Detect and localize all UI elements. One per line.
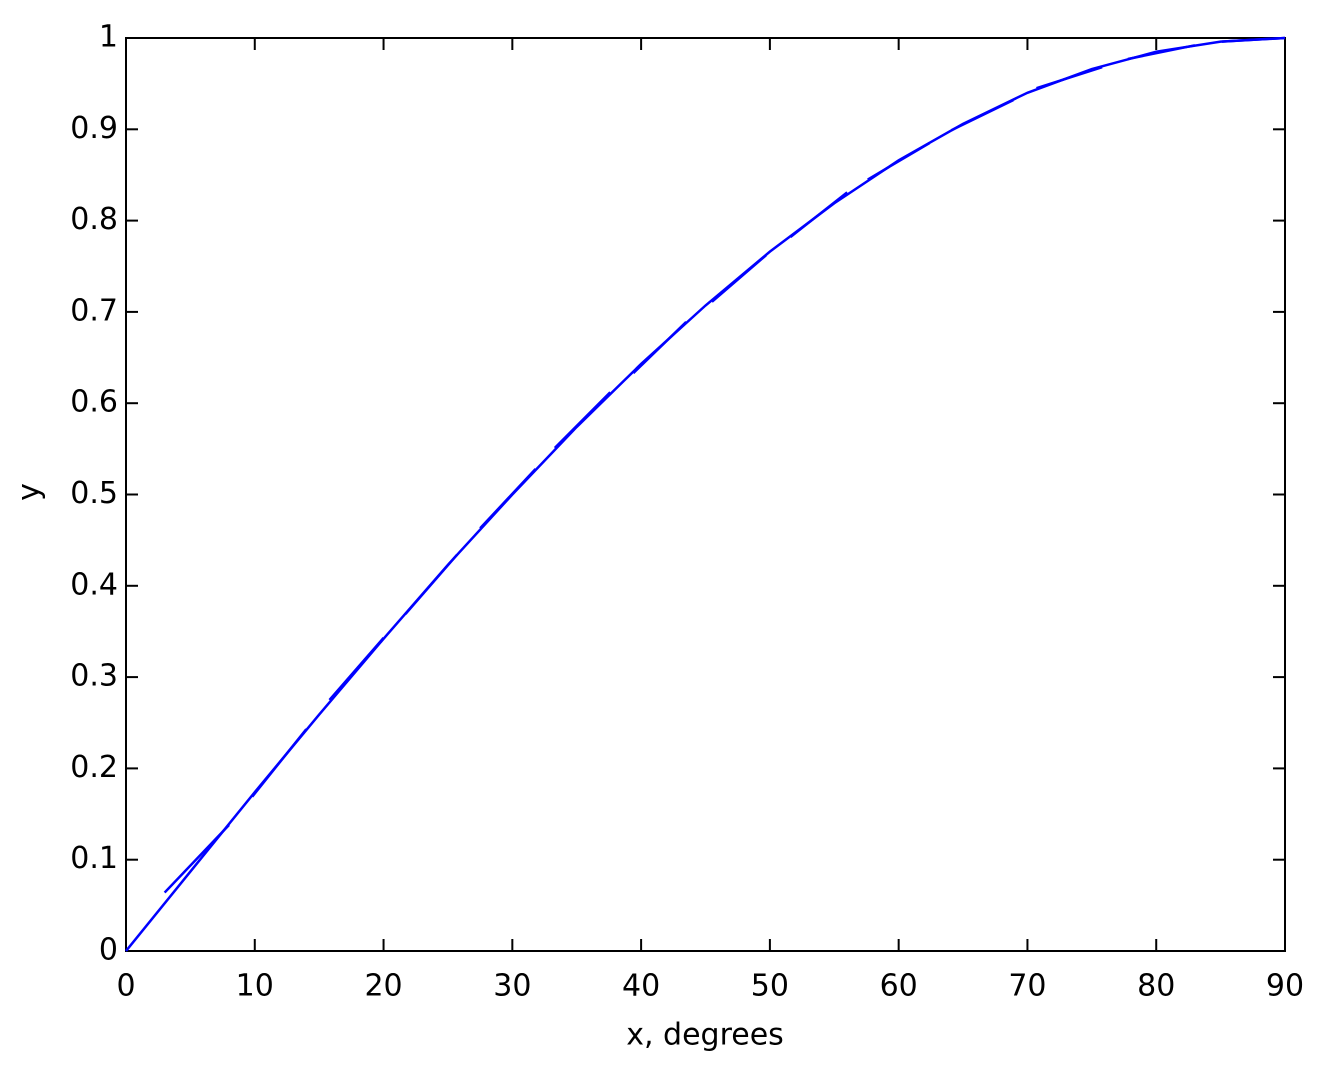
x-tick-label: 60 bbox=[880, 969, 918, 1004]
x-tick-label: 80 bbox=[1137, 969, 1175, 1004]
y-axis-label: y bbox=[12, 483, 47, 501]
x-tick-label: 30 bbox=[493, 969, 531, 1004]
data-line bbox=[163, 36, 1286, 894]
plot-area bbox=[125, 37, 1286, 952]
x-tick-label: 10 bbox=[236, 969, 274, 1004]
y-tick-label: 0.5 bbox=[70, 476, 118, 511]
x-axis-label: x, degrees bbox=[626, 1018, 784, 1053]
y-tick-label: 0.9 bbox=[70, 111, 118, 146]
x-tick-label: 20 bbox=[364, 969, 402, 1004]
y-tick-label: 0.3 bbox=[70, 659, 118, 694]
y-tick-label: 0.8 bbox=[70, 202, 118, 237]
y-tick-label: 1 bbox=[99, 20, 118, 55]
y-tick-label: 0.1 bbox=[70, 841, 118, 876]
y-tick-label: 0.7 bbox=[70, 293, 118, 328]
y-tick-label: 0.6 bbox=[70, 385, 118, 420]
x-tick-label: 70 bbox=[1008, 969, 1046, 1004]
data-line bbox=[125, 36, 1286, 952]
x-tick-label: 0 bbox=[116, 969, 135, 1004]
x-tick-label: 50 bbox=[751, 969, 789, 1004]
y-tick-label: 0 bbox=[99, 933, 118, 968]
y-tick-label: 0.2 bbox=[70, 750, 118, 785]
x-tick-label: 90 bbox=[1266, 969, 1304, 1004]
y-tick-label: 0.4 bbox=[70, 567, 118, 602]
x-tick-label: 40 bbox=[622, 969, 660, 1004]
